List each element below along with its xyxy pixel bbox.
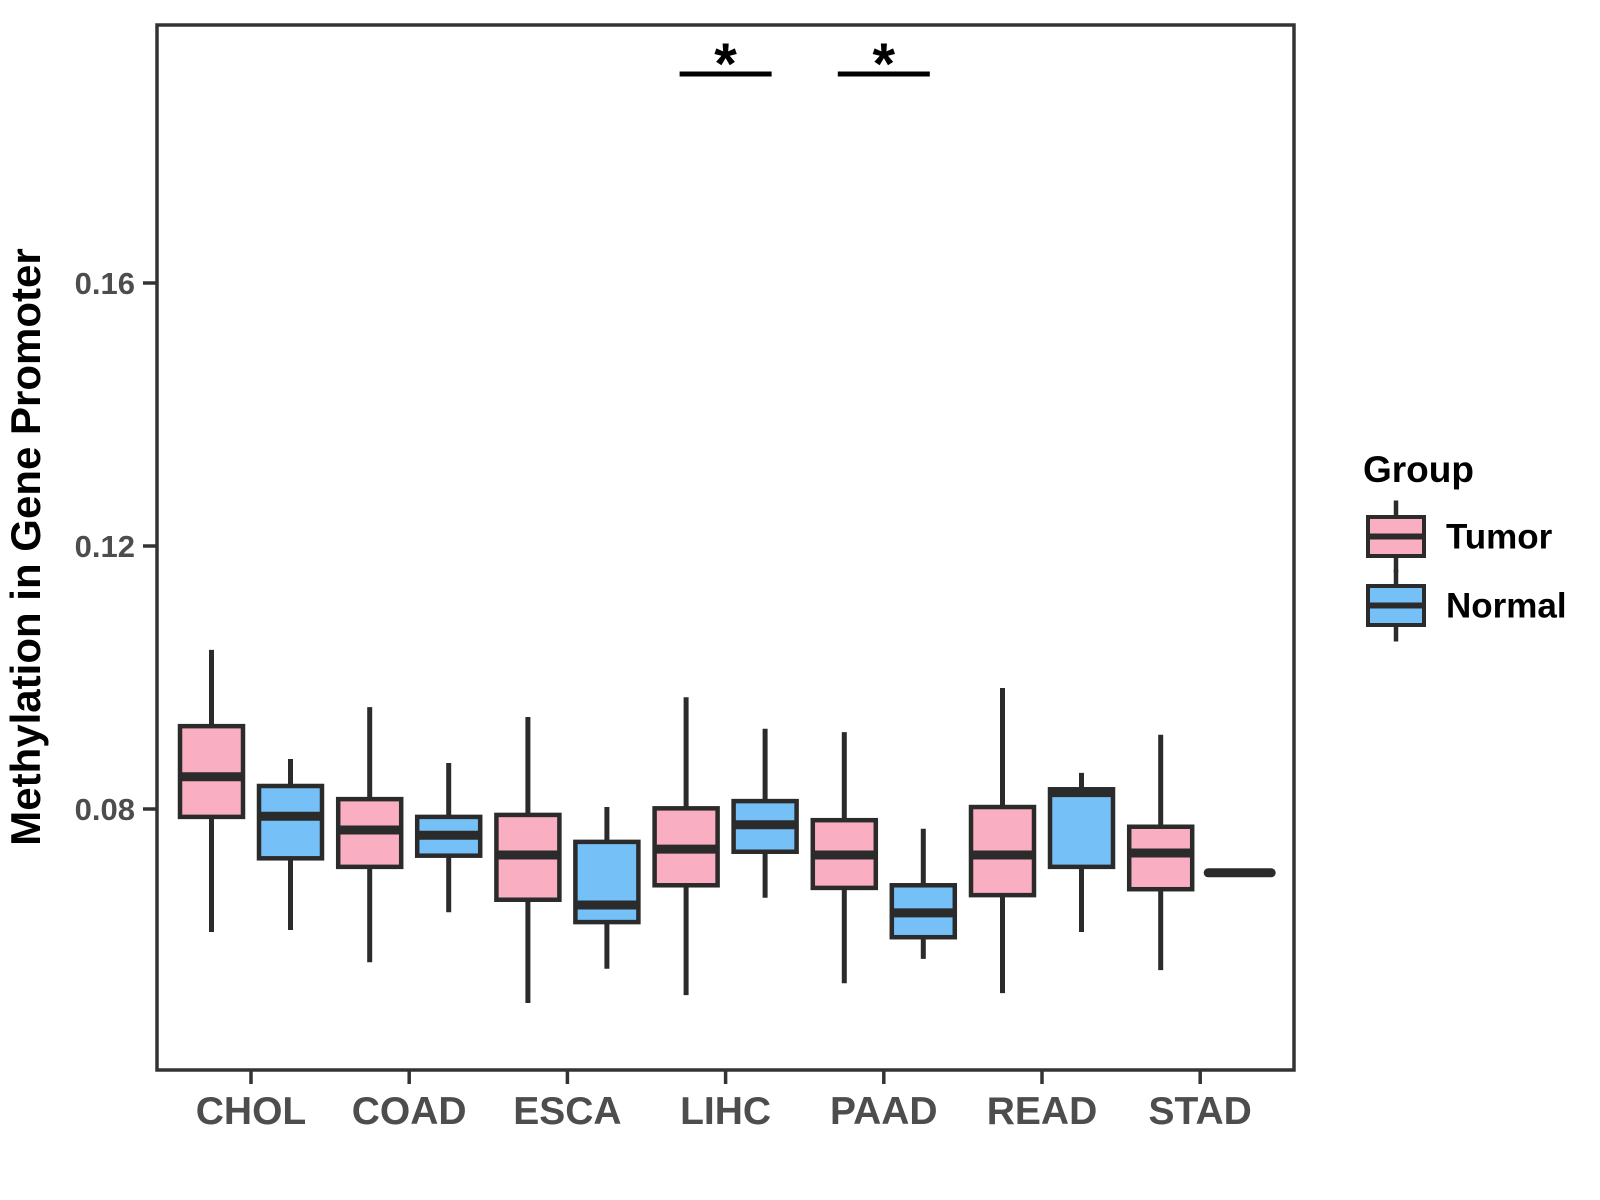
box-tumor-coad [335,707,404,963]
x-axis-tick-label: CHOL [196,1090,307,1133]
boxes [177,649,1276,1003]
y-axis-tick-label: 0.08 [75,792,135,827]
box-tumor-lihc [652,697,720,996]
iqr-box [256,783,325,861]
iqr-box [177,723,246,820]
plot-panel-border [155,23,1296,1072]
legend-key-normal [1366,569,1426,642]
x-axis-tick-label: LIHC [680,1090,771,1133]
x-axis-tick-label: PAAD [830,1090,938,1133]
y-axis-tick-label: 0.16 [75,266,135,301]
iqr-box [1126,824,1195,892]
box-normal-paad [889,828,958,959]
y-axis: 0.16 0.12 0.08 [75,266,157,827]
iqr-box [573,839,641,925]
legend-key-tumor [1366,500,1426,573]
box-normal-esca [573,807,641,969]
x-axis-tick-label: COAD [352,1090,467,1133]
legend-label-tumor: Tumor [1446,518,1553,557]
box-normal-coad [414,762,483,913]
significance-marks: * * [679,32,930,97]
legend-label-normal: Normal [1446,587,1567,626]
box-tumor-chol [177,649,246,932]
x-axis-tick-label: READ [987,1090,1098,1133]
y-axis-tick-label: 0.12 [75,529,135,564]
box-normal-lihc [731,728,799,898]
box-normal-chol [256,759,325,930]
x-axis-tick-label: STAD [1149,1090,1252,1133]
y-axis-title: Methylation in Gene Promoter [2,248,49,845]
box-tumor-stad [1126,734,1195,971]
legend: Group Tumor Normal [1363,449,1567,642]
box-tumor-esca [494,716,562,1003]
significance-star-lihc: * [714,32,737,97]
significance-star-paad: * [873,32,896,97]
box-tumor-paad [810,732,879,984]
x-axis: CHOL COAD ESCA LIHC PAAD READ STAD [196,1070,1252,1133]
box-tumor-read [968,688,1037,994]
box-normal-read [1047,772,1116,932]
legend-title: Group [1363,449,1474,490]
iqr-box [1047,787,1116,870]
x-axis-tick-label: ESCA [513,1090,621,1133]
